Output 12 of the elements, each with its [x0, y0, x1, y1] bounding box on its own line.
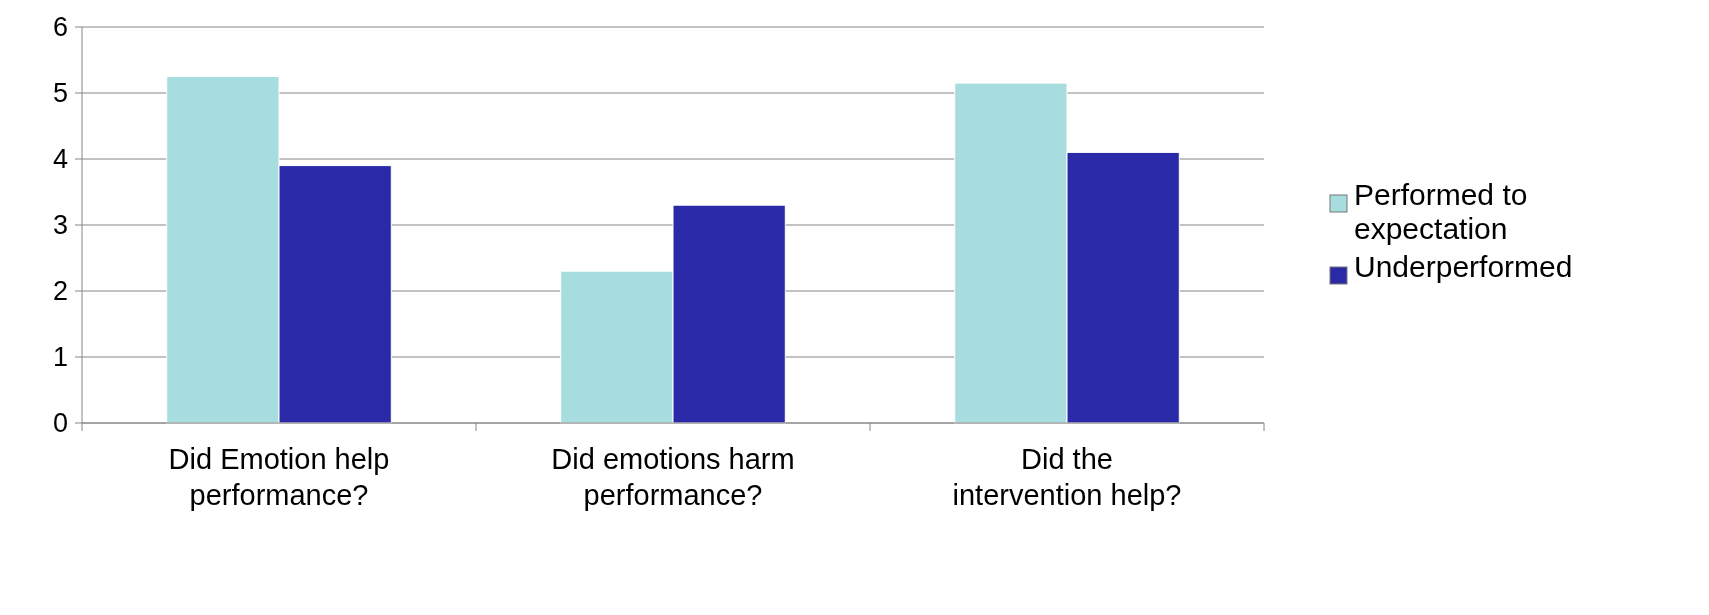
- x-tick-label: Did the intervention help?: [952, 443, 1182, 511]
- legend-label: Underperformed: [1354, 250, 1573, 283]
- y-tick-label: 4: [52, 144, 68, 175]
- y-tick-label: 5: [52, 78, 68, 109]
- y-tick-label: 2: [52, 276, 68, 307]
- y-tick-label: 6: [52, 12, 68, 43]
- legend-label: Performed to expectation: [1354, 178, 1528, 245]
- y-tick-label: 1: [52, 342, 68, 373]
- y-tick-label: 0: [52, 408, 68, 439]
- x-tick-label: Did emotions harm performance?: [551, 443, 795, 511]
- y-tick-label: 3: [52, 210, 68, 241]
- x-tick-label: Did Emotion help performance?: [168, 443, 390, 511]
